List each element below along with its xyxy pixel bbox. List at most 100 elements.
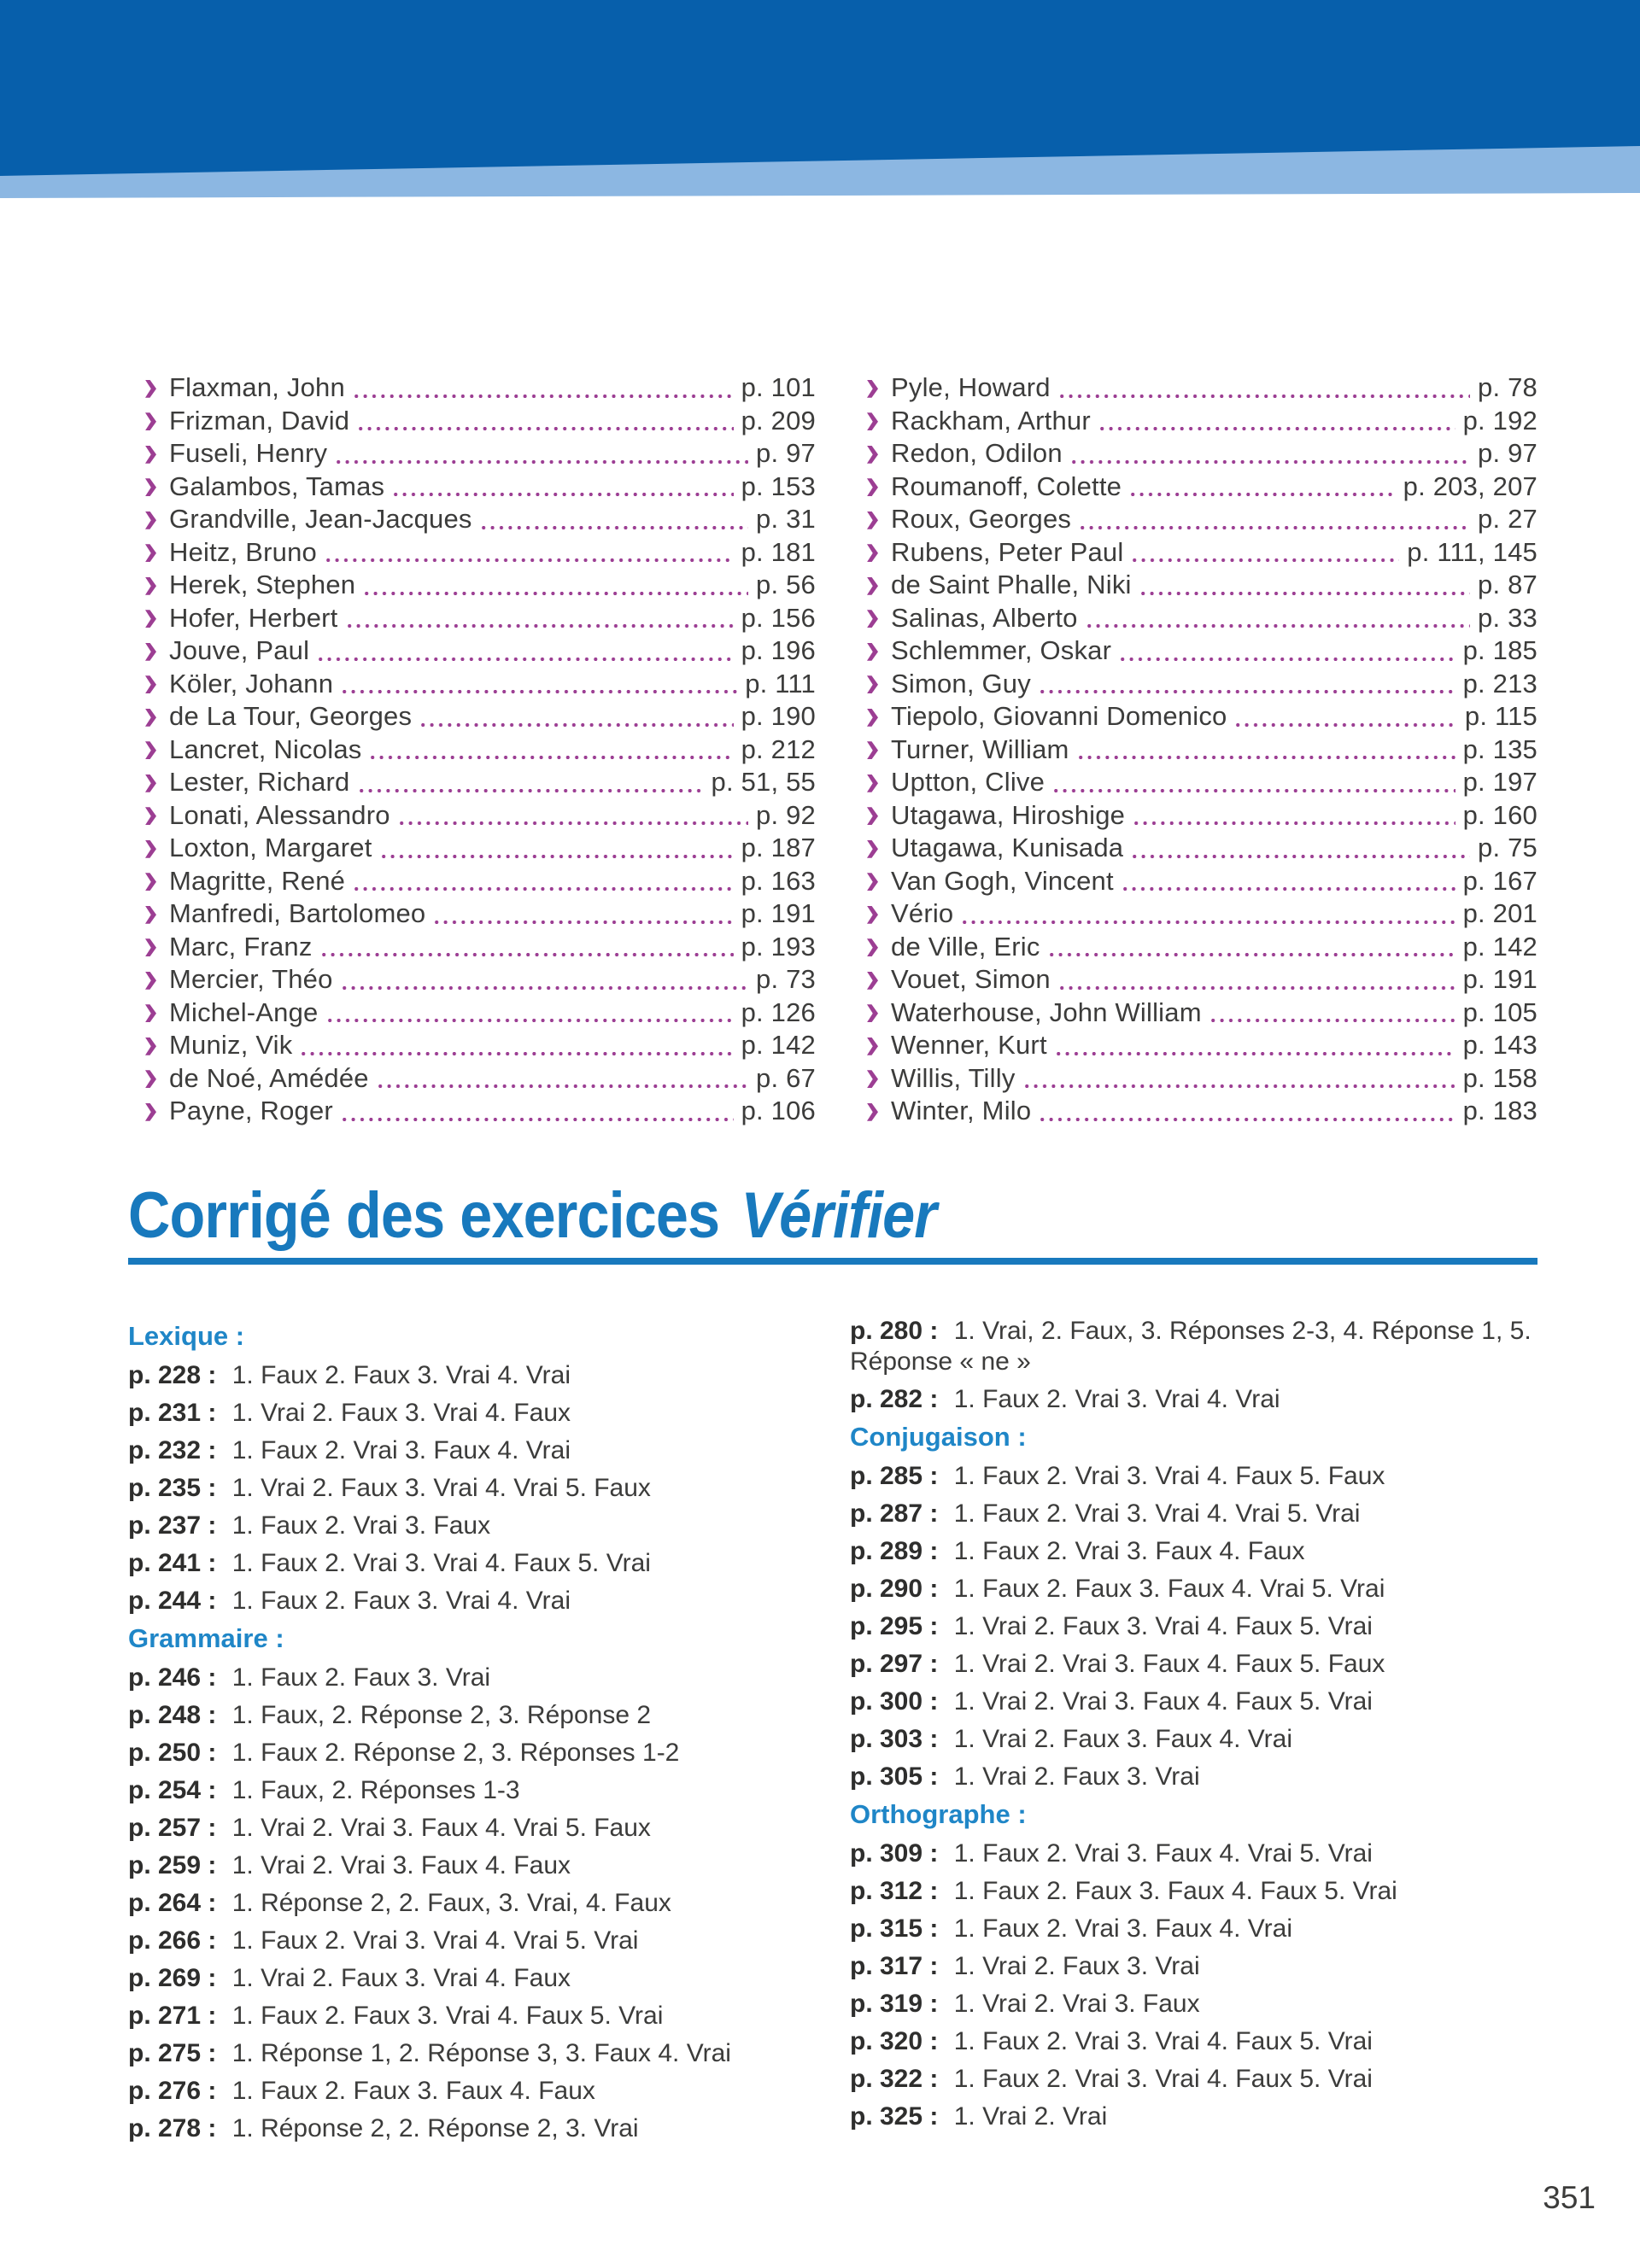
index-column-left: Flaxman, John p. 101 Frizman, David p. 2… — [128, 371, 816, 1128]
index-entry-name: Willis, Tilly — [891, 1062, 1016, 1093]
answer-row: p. 282 : 1. Faux 2. Vrai 3. Vrai 4. Vrai — [850, 1384, 1538, 1415]
answer-page-ref: p. 266 : — [128, 1926, 217, 1955]
answer-values: 1. Vrai 2. Faux 3. Vrai 4. Vrai 5. Faux — [231, 1473, 651, 1502]
answer-page-ref: p. 237 : — [128, 1511, 217, 1540]
index-column-right: Pyle, Howard p. 78 Rackham, Arthur p. 19… — [850, 371, 1538, 1128]
answer-page-ref: p. 282 : — [850, 1384, 939, 1413]
answer-row: p. 290 : 1. Faux 2. Faux 3. Faux 4. Vrai… — [850, 1574, 1538, 1605]
answer-row: p. 275 : 1. Réponse 1, 2. Réponse 3, 3. … — [128, 2038, 816, 2069]
chevron-bullet-icon — [867, 511, 878, 529]
index-entry: Tiepolo, Giovanni Domenico p. 115 — [850, 700, 1538, 734]
answer-page-ref: p. 248 : — [128, 1700, 217, 1729]
chevron-bullet-icon — [145, 445, 156, 464]
index-entry-page: p. 209 — [741, 405, 816, 435]
dotted-leader — [378, 839, 734, 865]
index-entry: Vério p. 201 — [850, 897, 1538, 931]
index-entry-name: Michel-Ange — [169, 997, 319, 1027]
answer-row: p. 297 : 1. Vrai 2. Vrai 3. Faux 4. Faux… — [850, 1649, 1538, 1680]
answer-row: Lexique : — [128, 1321, 816, 1352]
answer-page-ref: p. 287 : — [850, 1499, 939, 1528]
index-entry-name: Lancret, Nicolas — [169, 734, 362, 764]
answer-row: p. 309 : 1. Faux 2. Vrai 3. Faux 4. Vrai… — [850, 1838, 1538, 1869]
dotted-leader — [356, 412, 734, 437]
section-title: Corrigé des exercices Vérifier — [128, 1182, 1538, 1249]
index-entry-name: Turner, William — [891, 734, 1069, 764]
answer-row: p. 264 : 1. Réponse 2, 2. Faux, 3. Vrai,… — [128, 1888, 816, 1919]
index-entry-name: Fuseli, Henry — [169, 438, 328, 468]
answer-page-ref: p. 264 : — [128, 1888, 217, 1917]
chevron-bullet-icon — [867, 610, 878, 628]
index-entry-page: p. 31 — [756, 504, 816, 534]
answer-row: p. 248 : 1. Faux, 2. Réponse 2, 3. Répon… — [128, 1700, 816, 1731]
index-entry: Rackham, Arthur p. 192 — [850, 405, 1538, 437]
answer-values: 1. Faux 2. Vrai 3. Vrai 4. Vrai 5. Vrai — [231, 1926, 639, 1955]
answer-values: 1. Vrai 2. Faux 3. Vrai — [953, 1762, 1200, 1791]
answer-values: 1. Vrai 2. Faux 3. Vrai 4. Faux 5. Vrai — [953, 1611, 1373, 1640]
index-entry: Flaxman, John p. 101 — [128, 371, 816, 405]
answer-values: 1. Faux 2. Vrai 3. Vrai 4. Faux 5. Vrai — [953, 2026, 1373, 2055]
dotted-leader — [1132, 806, 1456, 832]
dotted-leader — [1130, 543, 1400, 569]
index-entry-name: Mercier, Théo — [169, 964, 333, 994]
dotted-leader — [325, 1003, 734, 1029]
answer-page-ref: p. 290 : — [850, 1574, 939, 1603]
index-entry-name: Köler, Johann — [169, 668, 334, 699]
index-entry-page: p. 92 — [756, 799, 816, 830]
answer-values: 1. Vrai 2. Vrai 3. Faux 4. Faux 5. Faux — [953, 1649, 1385, 1678]
index-entry-page: p. 126 — [741, 997, 816, 1027]
answer-values: 1. Réponse 1, 2. Réponse 3, 3. Faux 4. V… — [231, 2038, 731, 2067]
index-entry: Wenner, Kurt p. 143 — [850, 1029, 1538, 1062]
answer-values: 1. Faux 2. Faux 3. Faux 4. Vrai 5. Vrai — [953, 1574, 1385, 1603]
index-entry-page: p. 156 — [741, 602, 816, 633]
index-entry-page: p. 158 — [1462, 1062, 1538, 1093]
answer-row: p. 235 : 1. Vrai 2. Faux 3. Vrai 4. Vrai… — [128, 1473, 816, 1504]
answer-values: 1. Vrai 2. Faux 3. Vrai 4. Faux — [231, 1398, 571, 1427]
section-title-inner: Corrigé des exercices Vérifier — [128, 1182, 937, 1249]
answer-values: 1. Vrai, 2. Faux, 3. Réponses 2-3, 4. Ré… — [850, 1316, 1532, 1376]
answer-row: p. 317 : 1. Vrai 2. Faux 3. Vrai — [850, 1951, 1538, 1982]
dotted-leader — [323, 543, 734, 569]
index-entry-name: Winter, Milo — [891, 1096, 1032, 1125]
answer-page-ref: p. 325 : — [850, 2101, 939, 2131]
chevron-bullet-icon — [145, 379, 156, 398]
index-entry-page: p. 185 — [1462, 635, 1538, 665]
index-entry-name: Manfredi, Bartolomeo — [169, 898, 426, 928]
index-entry-page: p. 115 — [1464, 701, 1538, 731]
index-entry-page: p. 203, 207 — [1403, 471, 1538, 501]
answer-page-ref: p. 295 : — [850, 1611, 939, 1640]
dotted-leader — [299, 1036, 734, 1062]
index-entry-page: p. 191 — [1462, 964, 1538, 994]
index-entry-page: p. 111 — [745, 668, 816, 699]
index-entry-name: Uptton, Clive — [891, 767, 1046, 797]
index-entry: Winter, Milo p. 183 — [850, 1095, 1538, 1128]
chevron-bullet-icon — [867, 412, 878, 431]
index-entry: Schlemmer, Oskar p. 185 — [850, 634, 1538, 668]
index-entry-name: Roumanoff, Colette — [891, 471, 1122, 501]
index-entry: Muniz, Vik p. 142 — [128, 1029, 816, 1062]
answer-page-ref: p. 280 : — [850, 1316, 939, 1345]
index-entry-page: p. 196 — [741, 635, 816, 665]
answer-values: 1. Faux 2. Vrai 3. Faux 4. Vrai — [231, 1435, 571, 1464]
index-entry-page: p. 142 — [1462, 931, 1538, 962]
index-entry: Willis, Tilly p. 158 — [850, 1062, 1538, 1095]
chevron-bullet-icon — [145, 1070, 156, 1089]
index-entry-name: Loxton, Margaret — [169, 833, 372, 862]
answer-row: p. 287 : 1. Faux 2. Vrai 3. Vrai 4. Vrai… — [850, 1499, 1538, 1529]
title-underline-rule — [128, 1257, 1538, 1265]
dotted-leader — [1078, 510, 1471, 536]
index-entry: Vouet, Simon p. 191 — [850, 963, 1538, 997]
answer-page-ref: p. 322 : — [850, 2064, 939, 2093]
index-entry-name: Lonati, Alessandro — [169, 799, 390, 830]
index-entry-name: Hofer, Herbert — [169, 602, 338, 633]
index-entry: Rubens, Peter Paul p. 111, 145 — [850, 536, 1538, 569]
answer-row: p. 259 : 1. Vrai 2. Vrai 3. Faux 4. Faux — [128, 1850, 816, 1881]
index-entry-page: p. 33 — [1478, 602, 1538, 633]
index-entry-name: Magritte, René — [169, 865, 346, 896]
index-entry: de Saint Phalle, Niki p. 87 — [850, 569, 1538, 602]
index-entry-name: Utagawa, Kunisada — [891, 833, 1124, 862]
index-entry: Van Gogh, Vincent p. 167 — [850, 865, 1538, 897]
index-entry-name: Van Gogh, Vincent — [891, 865, 1114, 896]
index-entry: Marc, Franz p. 193 — [128, 931, 816, 963]
index-entry: Mercier, Théo p. 73 — [128, 963, 816, 997]
index-entry-page: p. 78 — [1478, 372, 1538, 402]
